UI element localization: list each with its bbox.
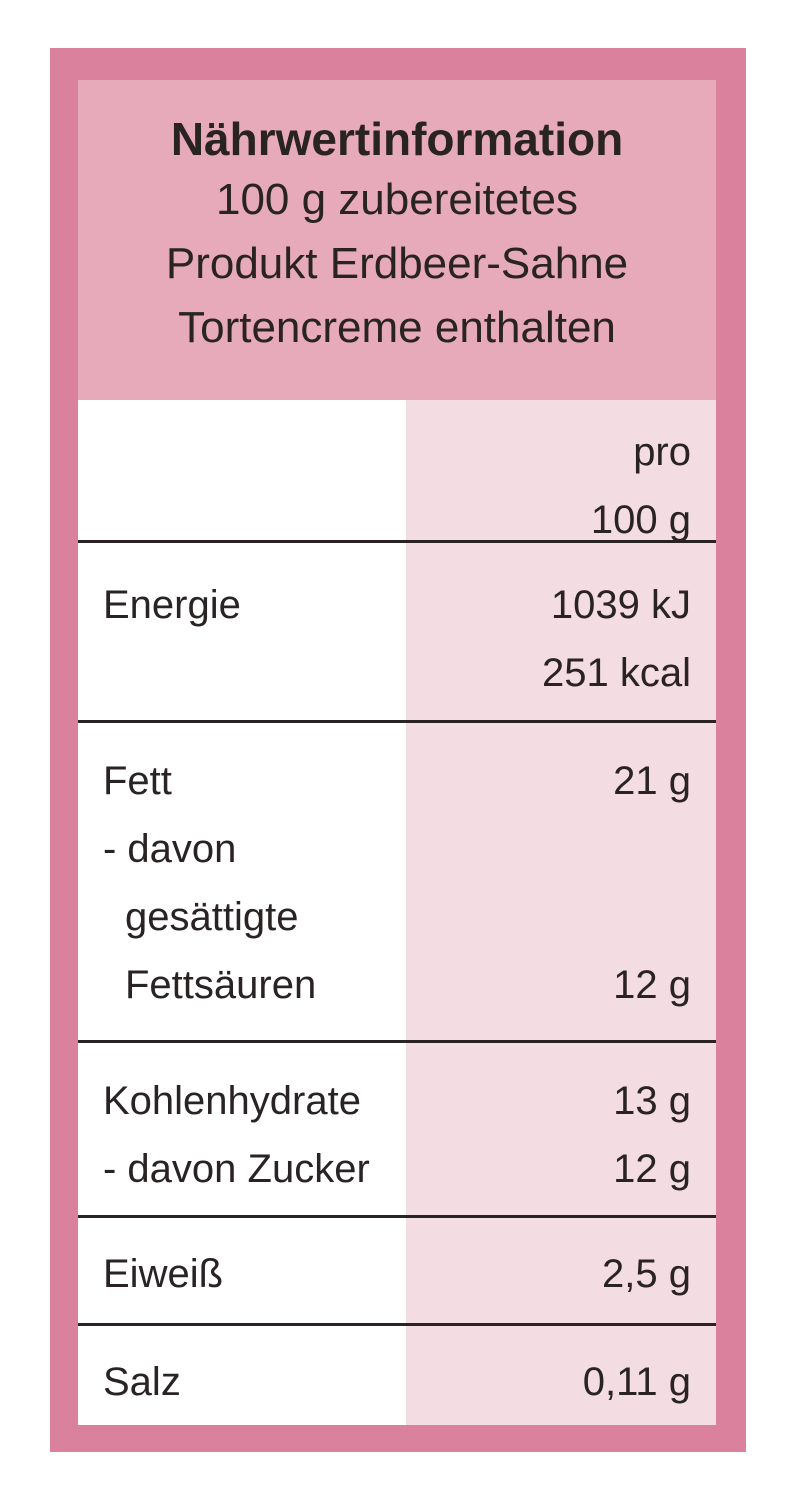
row-value: 13 g — [613, 1079, 691, 1123]
row-label: Salz — [103, 1360, 181, 1404]
value-cell: 21 g 12 g — [406, 747, 691, 1019]
value-cell: 0,11 g — [406, 1348, 691, 1416]
label-cell: Eiweiß — [103, 1240, 406, 1308]
row-label: Energie — [103, 583, 241, 627]
label-column: Energie — [78, 543, 406, 720]
row-value: 0,11 g — [582, 1360, 691, 1404]
row-value: 251 kcal — [542, 651, 691, 695]
label-cell: Salz — [103, 1348, 406, 1416]
row-value: 2,5 g — [602, 1252, 691, 1296]
value-group: 0,11 g — [406, 1348, 691, 1416]
label-frame: Nährwertinformation 100 g zubereitetes P… — [50, 48, 746, 1452]
row-value: 12 g — [613, 1147, 691, 1191]
label-column: Kohlenhydrate - davon Zucker — [78, 1043, 406, 1215]
value-cell: 2,5 g — [406, 1240, 691, 1308]
value-cell: pro 100 g — [406, 418, 691, 554]
label-cell: Fett - davon gesättigte Fettsäuren — [103, 747, 406, 1019]
label-header: Nährwertinformation 100 g zubereitetes P… — [78, 80, 716, 400]
label-inner: Nährwertinformation 100 g zubereitetes P… — [78, 80, 716, 1425]
row-label: - davon Zucker — [103, 1147, 370, 1191]
label-cell: Energie — [103, 571, 406, 707]
value-column: 2,5 g — [406, 1218, 716, 1323]
value-group: 12 g — [406, 815, 691, 1019]
value-group: 21 g — [406, 747, 691, 815]
row-label: Kohlenhydrate — [103, 1079, 361, 1123]
value-group: 1039 kJ 251 kcal — [406, 571, 691, 707]
value-column: 1039 kJ 251 kcal — [406, 543, 716, 720]
value-cell: 13 g 12 g — [406, 1067, 691, 1203]
table-row: Eiweiß 2,5 g — [78, 1215, 716, 1323]
table-row: Energie 1039 kJ 251 kcal — [78, 540, 716, 720]
value-group: pro 100 g — [406, 418, 691, 554]
table-row: Fett - davon gesättigte Fettsäuren 21 g 12 g — [78, 720, 716, 1040]
label-group: - davon Zucker — [103, 1135, 406, 1203]
title: Nährwertinformation — [170, 113, 624, 165]
table-row: pro 100 g — [78, 400, 716, 542]
row-value: 21 g — [613, 759, 691, 803]
label-group: Fett — [103, 747, 406, 815]
nutrition-table: pro 100 g Energie 1039 kJ 251 kcal Fett - davo… — [78, 400, 716, 1425]
row-value: 12 g — [613, 963, 691, 1007]
row-label: Fett — [103, 759, 172, 803]
row-value: 100 g — [590, 498, 691, 542]
row-value: pro — [633, 430, 691, 474]
label-column: Fett - davon gesättigte Fettsäuren — [78, 723, 406, 1040]
row-label: - davon — [103, 827, 237, 871]
row-value: 1039 kJ — [550, 583, 691, 627]
subtitle-line: Tortencreme enthalten — [178, 303, 616, 352]
label-group: Eiweiß — [103, 1240, 406, 1308]
subtitle-line: 100 g zubereitetes — [215, 175, 579, 224]
table-row: Salz 0,11 g — [78, 1323, 716, 1425]
value-column: 21 g 12 g — [406, 723, 716, 1040]
label-group: Energie — [103, 571, 406, 707]
subtitle-line: Produkt Erdbeer-Sahne — [165, 239, 629, 288]
label-group: - davon gesättigte Fettsäuren — [103, 815, 406, 1019]
label-cell: Kohlenhydrate - davon Zucker — [103, 1067, 406, 1203]
label-cell — [103, 418, 406, 554]
value-group: 2,5 g — [406, 1240, 691, 1308]
row-label: gesättigte — [125, 895, 299, 939]
label-group: Salz — [103, 1348, 406, 1416]
label-group: Kohlenhydrate — [103, 1067, 406, 1135]
value-column: pro 100 g — [406, 400, 716, 542]
row-label: Eiweiß — [103, 1252, 224, 1296]
row-label: Fettsäuren — [125, 963, 317, 1007]
value-column: 0,11 g — [406, 1326, 716, 1425]
label-column: Salz — [78, 1326, 406, 1425]
label-column — [78, 400, 406, 540]
label-group — [103, 418, 406, 554]
value-group: 13 g — [406, 1067, 691, 1135]
table-row: Kohlenhydrate - davon Zucker 13 g 12 g — [78, 1040, 716, 1215]
value-column: 13 g 12 g — [406, 1043, 716, 1215]
label-column: Eiweiß — [78, 1218, 406, 1323]
value-group: 12 g — [406, 1135, 691, 1203]
value-cell: 1039 kJ 251 kcal — [406, 571, 691, 707]
